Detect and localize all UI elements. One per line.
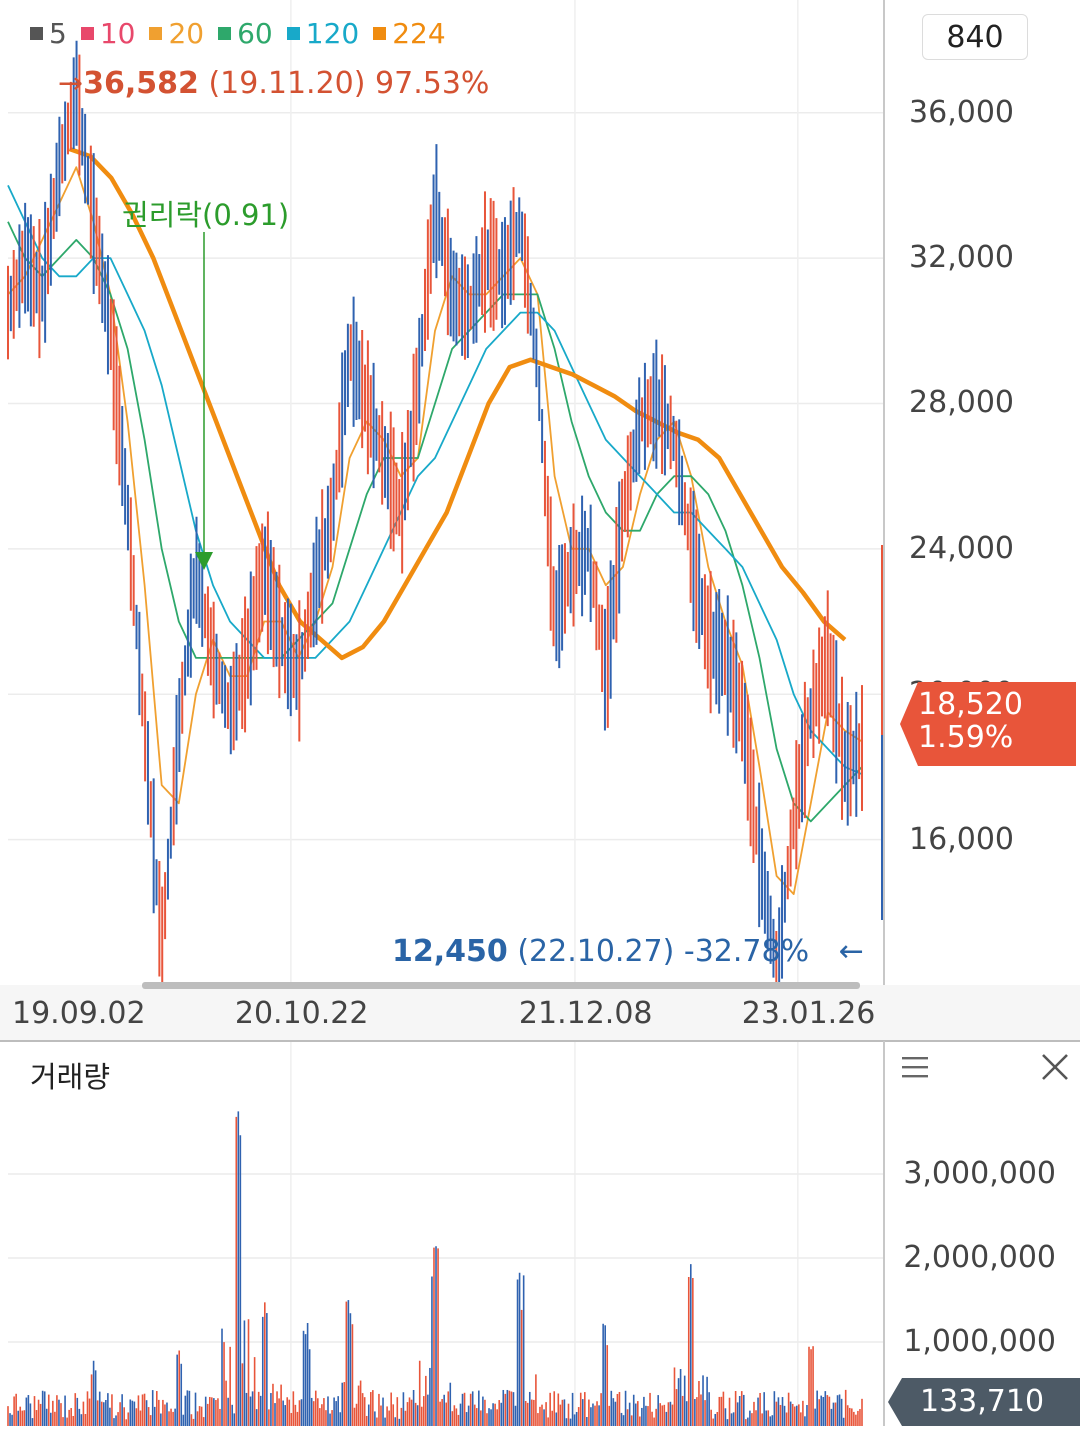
legend-swatch <box>373 26 387 40</box>
horizontal-scrollbar <box>142 982 860 989</box>
low-date: (22.10.27) <box>517 934 675 969</box>
legend-swatch <box>149 26 163 40</box>
legend-item-ma224[interactable]: 224 <box>373 16 446 50</box>
low-pct: -32.78% <box>683 934 810 969</box>
low-arrow: ← <box>838 934 864 969</box>
current-volume-badge: 133,710 <box>888 1378 1080 1426</box>
hamburger-menu-icon[interactable] <box>900 1052 930 1082</box>
volume-tick-label: 1,000,000 <box>903 1324 1056 1359</box>
current-volume-value: 133,710 <box>920 1384 1045 1419</box>
high-annotation: →36,582 (19.11.20) 97.53% <box>58 66 489 101</box>
period-value: 840 <box>946 19 1004 55</box>
legend-label: 120 <box>305 16 360 50</box>
volume-title: 거래량 <box>30 1060 111 1094</box>
legend-label: 10 <box>99 16 136 50</box>
price-badge-shape <box>900 682 1076 766</box>
legend-item-ma5[interactable]: 5 <box>30 17 67 50</box>
close-icon[interactable] <box>1040 1052 1070 1082</box>
price-tick-label: 32,000 <box>909 240 1014 276</box>
current-price-badge: 18,520 1.59% <box>900 682 1076 766</box>
price-tick-label: 24,000 <box>909 530 1014 566</box>
current-price-value: 18,520 <box>918 687 1023 722</box>
high-date: (19.11.20) <box>208 66 366 101</box>
legend-item-ma60[interactable]: 60 <box>218 17 273 50</box>
legend-item-ma120[interactable]: 120 <box>286 16 360 50</box>
ma-legend: 5 10 20 60 120 224 <box>30 16 446 50</box>
ex-rights-arrow-icon <box>195 552 213 570</box>
volume-bars <box>7 1111 863 1426</box>
low-annotation: 12,450 (22.10.27) -32.78% ← <box>392 934 864 969</box>
date-tick-label: 19.09.02 <box>12 996 146 1031</box>
ma-line-60 <box>7 221 863 823</box>
legend-label: 60 <box>237 16 273 50</box>
ex-rights-label: 권리락(0.91) <box>122 198 290 232</box>
date-axis-band <box>0 985 1080 1041</box>
legend-label: 5 <box>49 16 67 50</box>
legend-swatch <box>80 26 94 40</box>
legend-item-ma20[interactable]: 20 <box>149 17 204 50</box>
legend-label: 20 <box>168 16 205 50</box>
date-tick-label: 20.10.22 <box>234 996 369 1031</box>
high-pct: 97.53% <box>375 66 490 101</box>
legend-swatch <box>286 26 300 40</box>
legend-label: 224 <box>392 16 446 50</box>
low-price: 12,450 <box>392 934 508 969</box>
high-arrow: → <box>58 66 84 101</box>
volume-grid <box>8 1173 884 1343</box>
ma-line-120 <box>7 185 863 776</box>
ma-line-224 <box>68 146 847 661</box>
price-series <box>7 40 883 1003</box>
volume-tick-label: 2,000,000 <box>903 1240 1056 1275</box>
high-price: 36,582 <box>83 66 199 101</box>
price-tick-label: 28,000 <box>909 385 1014 421</box>
price-tick-label: 36,000 <box>909 94 1014 130</box>
date-tick-label: 21.12.08 <box>518 996 653 1031</box>
price-tick-label: 16,000 <box>909 821 1014 857</box>
current-price-pct: 1.59% <box>918 720 1014 755</box>
legend-swatch <box>218 26 232 40</box>
date-tick-label: 23.01.26 <box>741 996 876 1031</box>
legend-item-ma10[interactable]: 10 <box>80 16 136 50</box>
volume-tick-label: 3,000,000 <box>903 1156 1056 1191</box>
legend-swatch <box>30 26 43 40</box>
period-selector[interactable]: 840 <box>922 14 1028 60</box>
